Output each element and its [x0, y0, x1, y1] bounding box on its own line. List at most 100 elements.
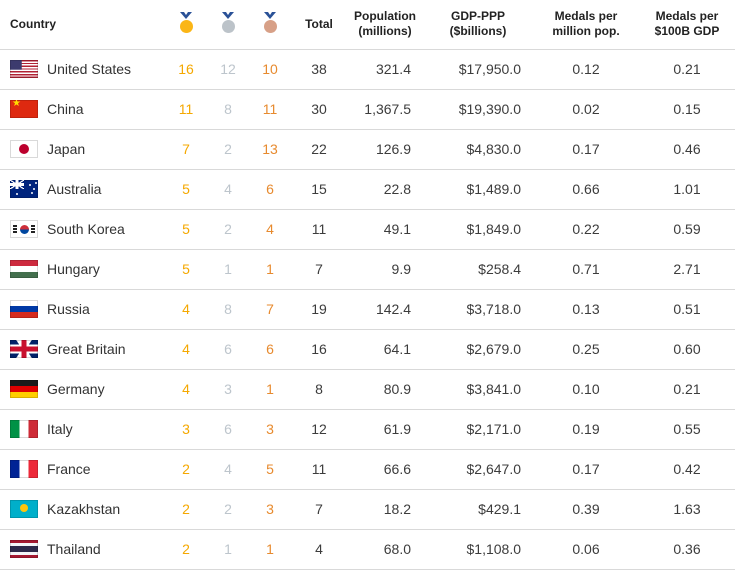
medals-per-million-value: 0.19 [533, 409, 639, 450]
country-name: Thailand [47, 541, 101, 558]
country-name: China [47, 101, 84, 118]
table-row: Italy 3 6 3 12 61.9 $2,171.0 0.19 0.55 [0, 409, 735, 450]
flag-kazakhstan-icon [10, 500, 38, 519]
population-value: 1,367.5 [347, 89, 423, 130]
bronze-medal-icon [263, 12, 277, 34]
bronze-count: 11 [249, 89, 291, 130]
gdp-value: $258.4 [423, 249, 533, 290]
bronze-count: 6 [249, 329, 291, 370]
population-value: 126.9 [347, 129, 423, 170]
flag-hungary-icon [10, 260, 38, 279]
medals-per-gdp-value: 0.15 [639, 89, 735, 130]
silver-count: 6 [207, 329, 249, 370]
total-count: 4 [291, 529, 347, 570]
flag-germany-icon [10, 380, 38, 399]
bronze-count: 10 [249, 49, 291, 90]
country-cell: Italy [0, 409, 165, 450]
silver-count: 2 [207, 129, 249, 170]
medals-per-gdp-value: 0.46 [639, 129, 735, 170]
silver-count: 2 [207, 489, 249, 530]
population-value: 64.1 [347, 329, 423, 370]
medals-per-gdp-value: 0.55 [639, 409, 735, 450]
gdp-value: $17,950.0 [423, 49, 533, 90]
flag-china-icon [10, 100, 38, 119]
gold-count: 16 [165, 49, 207, 90]
gold-count: 4 [165, 329, 207, 370]
flag-russia-icon [10, 300, 38, 319]
country-name: Hungary [47, 261, 100, 278]
population-value: 18.2 [347, 489, 423, 530]
silver-count: 8 [207, 89, 249, 130]
table-row: Kazakhstan 2 2 3 7 18.2 $429.1 0.39 1.63 [0, 489, 735, 530]
bronze-count: 3 [249, 409, 291, 450]
population-value: 22.8 [347, 169, 423, 210]
gold-medal-icon [179, 12, 193, 34]
population-value: 80.9 [347, 369, 423, 410]
country-name: Germany [47, 381, 105, 398]
gdp-value: $1,489.0 [423, 169, 533, 210]
country-name: France [47, 461, 91, 478]
medals-per-million-value: 0.17 [533, 129, 639, 170]
flag-great-britain-icon [10, 340, 38, 359]
gdp-value: $2,647.0 [423, 449, 533, 490]
country-name: South Korea [47, 221, 125, 238]
population-value: 68.0 [347, 529, 423, 570]
total-count: 11 [291, 209, 347, 250]
population-value: 142.4 [347, 289, 423, 330]
header-silver-medals [207, 0, 249, 50]
header-country: Country [0, 0, 165, 50]
gold-count: 3 [165, 409, 207, 450]
population-value: 9.9 [347, 249, 423, 290]
table-row: Japan 7 2 13 22 126.9 $4,830.0 0.17 0.46 [0, 129, 735, 170]
header-medals-per-million: Medals per million pop. [533, 0, 639, 50]
country-cell: Hungary [0, 249, 165, 290]
gold-count: 2 [165, 489, 207, 530]
medals-per-million-value: 0.71 [533, 249, 639, 290]
medals-per-gdp-value: 0.36 [639, 529, 735, 570]
country-name: Kazakhstan [47, 501, 121, 518]
medals-per-gdp-value: 0.21 [639, 369, 735, 410]
population-value: 321.4 [347, 49, 423, 90]
medals-per-gdp-value: 0.60 [639, 329, 735, 370]
table-row: Australia 5 4 6 15 22.8 $1,489.0 0.66 1.01 [0, 169, 735, 210]
gold-count: 4 [165, 369, 207, 410]
medals-per-million-value: 0.22 [533, 209, 639, 250]
country-name: Italy [47, 421, 73, 438]
medals-per-million-value: 0.13 [533, 289, 639, 330]
medals-per-gdp-value: 1.01 [639, 169, 735, 210]
table-row: France 2 4 5 11 66.6 $2,647.0 0.17 0.42 [0, 449, 735, 490]
population-value: 49.1 [347, 209, 423, 250]
medals-per-gdp-value: 0.42 [639, 449, 735, 490]
gold-count: 7 [165, 129, 207, 170]
gdp-value: $19,390.0 [423, 89, 533, 130]
bronze-count: 6 [249, 169, 291, 210]
flag-united-states-icon [10, 60, 38, 79]
silver-count: 2 [207, 209, 249, 250]
flag-france-icon [10, 460, 38, 479]
table-row: United States 16 12 10 38 321.4 $17,950.0 0.12 0… [0, 49, 735, 90]
country-name: Russia [47, 301, 90, 318]
gdp-value: $2,171.0 [423, 409, 533, 450]
medals-per-million-value: 0.66 [533, 169, 639, 210]
medals-per-million-value: 0.12 [533, 49, 639, 90]
medals-per-gdp-value: 0.21 [639, 49, 735, 90]
country-cell: China [0, 89, 165, 130]
country-cell: Thailand [0, 529, 165, 570]
gdp-value: $429.1 [423, 489, 533, 530]
header-population: Population (millions) [347, 0, 423, 50]
total-count: 38 [291, 49, 347, 90]
total-count: 12 [291, 409, 347, 450]
total-count: 7 [291, 249, 347, 290]
gdp-value: $1,849.0 [423, 209, 533, 250]
bronze-count: 1 [249, 249, 291, 290]
gold-count: 5 [165, 249, 207, 290]
medals-per-million-value: 0.10 [533, 369, 639, 410]
header-gdp: GDP-PPP ($billions) [423, 0, 533, 50]
country-cell: South Korea [0, 209, 165, 250]
medals-per-gdp-value: 1.63 [639, 489, 735, 530]
header-row: Country Total Population (millions) GDP-… [0, 0, 735, 50]
country-name: Great Britain [47, 341, 126, 358]
flag-south-korea-icon [10, 220, 38, 239]
